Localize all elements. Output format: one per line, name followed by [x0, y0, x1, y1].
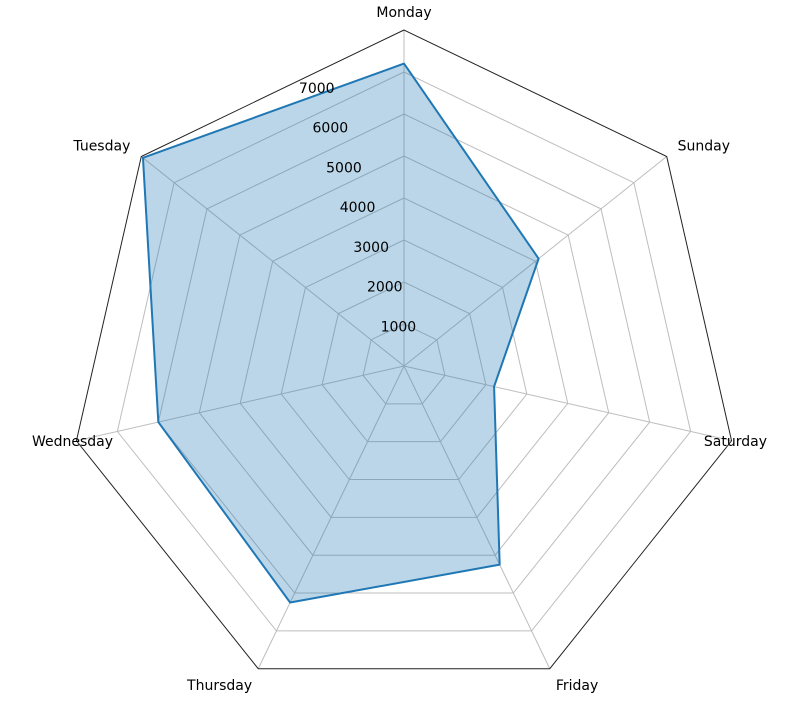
category-labels: Monday Tuesday Wednesday Thursday Friday Satu…: [32, 5, 767, 694]
spoke-tuesday: [140, 156, 405, 367]
category-label-saturday: Saturday: [704, 434, 767, 450]
grid-ring-5000: [198, 155, 610, 556]
grid-ring-3000: [280, 239, 528, 481]
r-tick-label: 5000: [326, 160, 362, 176]
spoke-sunday: [403, 156, 668, 367]
r-tick-label: 2000: [367, 280, 403, 296]
r-tick-label: 7000: [299, 81, 335, 97]
category-label-thursday: Thursday: [186, 678, 252, 694]
spoke-friday: [403, 365, 551, 669]
spoke-thursday: [257, 365, 405, 669]
radar-grid: [76, 30, 732, 669]
grid-ring-6000: [157, 113, 651, 594]
r-tick-label: 3000: [353, 240, 389, 256]
category-label-wednesday: Wednesday: [32, 434, 113, 450]
grid-ring-1000: [362, 323, 446, 405]
r-tick-label: 1000: [381, 319, 417, 335]
spoke-saturday: [403, 365, 732, 442]
grid-ring-2000: [321, 281, 487, 443]
radial-tick-labels: 1000 2000 3000 4000 5000 6000 7000: [299, 81, 416, 335]
category-label-friday: Friday: [556, 678, 598, 694]
r-tick-label: 4000: [340, 200, 376, 216]
category-label-monday: Monday: [376, 5, 431, 21]
grid-ring-4000: [239, 197, 569, 518]
grid-ring-7000: [116, 71, 692, 632]
r-tick-label: 6000: [313, 121, 349, 137]
spoke-wednesday: [76, 365, 405, 442]
category-label-sunday: Sunday: [678, 138, 730, 154]
radar-series: [141, 62, 540, 604]
outer-frame: [75, 29, 733, 670]
category-label-tuesday: Tuesday: [72, 138, 130, 154]
radar-frame: [75, 29, 733, 670]
series-area-0: [141, 62, 540, 604]
